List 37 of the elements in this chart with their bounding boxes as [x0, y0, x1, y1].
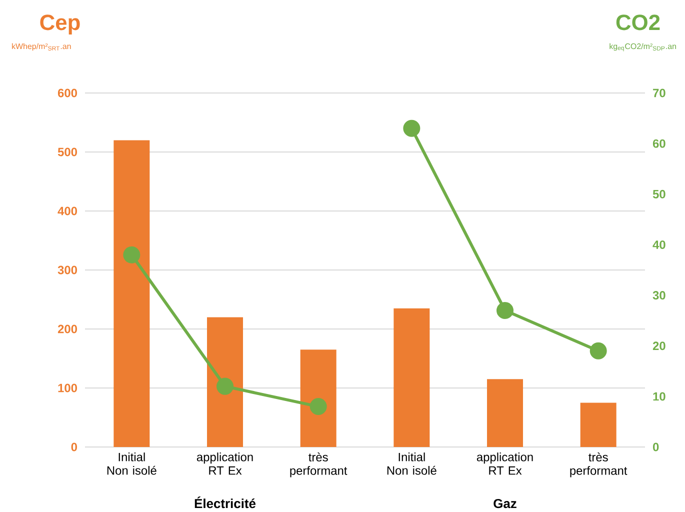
y2-axis-title: CO2: [616, 14, 660, 30]
point: [403, 120, 420, 137]
y-axis-title: Cep: [40, 14, 80, 35]
point: [123, 246, 140, 264]
y2-tick-label: 70: [653, 88, 666, 98]
bar: [114, 140, 150, 447]
y-tick-label: 500: [58, 148, 77, 156]
point: [590, 342, 607, 360]
x-tick-label: très performant: [290, 452, 348, 478]
point: [496, 302, 514, 319]
bar: [580, 402, 616, 447]
bar: [207, 317, 244, 447]
y-tick-label: 100: [58, 384, 77, 392]
text: Électricité: [194, 496, 256, 508]
bar: [394, 308, 430, 447]
bar: [487, 379, 524, 447]
x-tick-label: très performant: [570, 452, 628, 478]
y2-tick-label: 40: [652, 240, 666, 249]
y-tick-label: 200: [58, 324, 77, 334]
y2-tick-label: 30: [652, 291, 666, 300]
x-tick-label: Initial Non isolé: [107, 452, 156, 475]
point: [310, 398, 327, 416]
y2-tick-label: 0: [652, 442, 659, 452]
point: [216, 378, 234, 395]
y2-tick-label: 10: [653, 392, 666, 401]
y-tick-label: 400: [58, 206, 77, 216]
y2-tick-label: 50: [652, 190, 666, 198]
bar: [300, 350, 336, 447]
x-tick-label: application RT Ex: [476, 452, 533, 475]
y2-tick-label: 20: [652, 342, 666, 350]
y-tick-label: 0: [71, 442, 77, 452]
y2-tick-label: 60: [652, 139, 666, 148]
x-tick-label: Initial Non isolé: [387, 452, 436, 475]
text: Gaz: [494, 498, 516, 508]
y-tick-label: 300: [58, 266, 77, 274]
x-tick-label: application RT Ex: [196, 452, 253, 475]
y-tick-label: 600: [58, 88, 77, 98]
